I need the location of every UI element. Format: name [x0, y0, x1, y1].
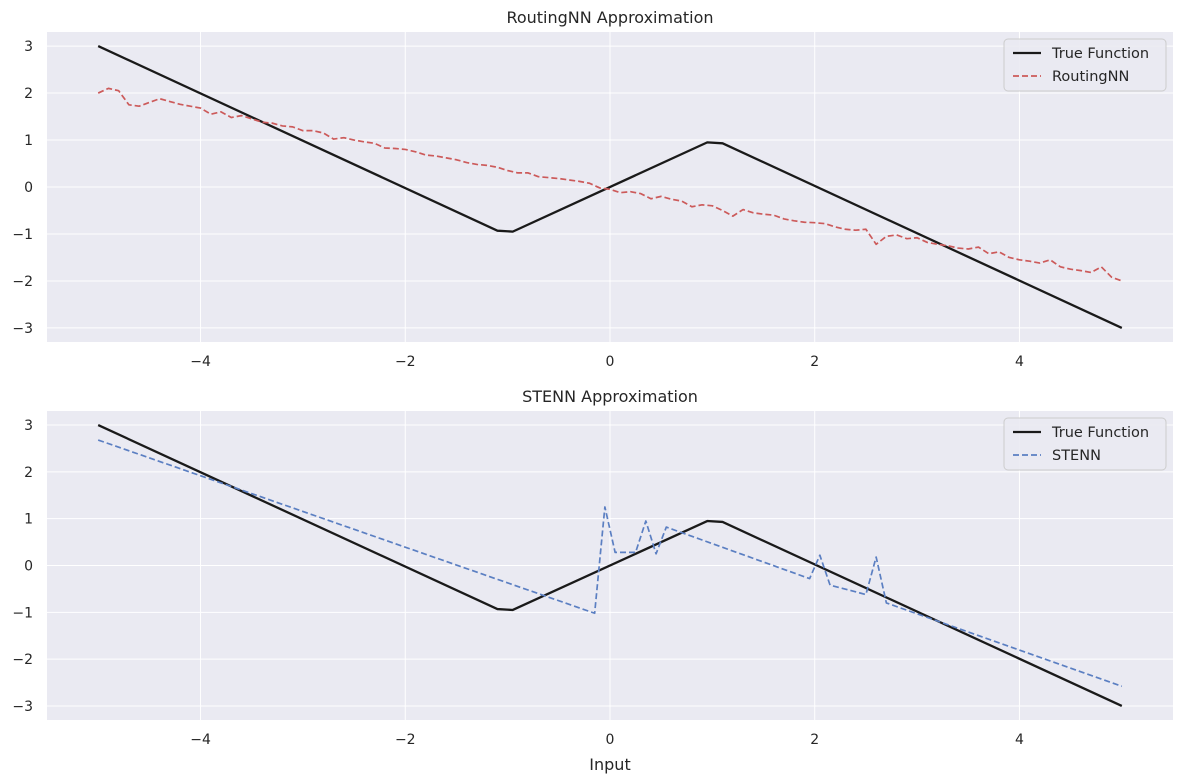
y-tick-label: 2: [24, 86, 33, 102]
series-line-true-function: [97, 424, 1123, 707]
legend-box: [1003, 417, 1167, 471]
legend-label: RoutingNN: [1052, 69, 1129, 85]
y-ticks: 3 2 1 0 −1 −2 −3: [12, 39, 33, 337]
legend-label: True Function: [1051, 46, 1149, 62]
x-tick-label: 2: [810, 354, 819, 370]
x-tick-label: 4: [1015, 354, 1024, 370]
y-tick-label: 2: [24, 465, 33, 481]
y-tick-label: 1: [24, 512, 33, 528]
series-line-true-function: [97, 45, 1123, 329]
gridlines: [47, 32, 1173, 342]
x-tick-label: 0: [606, 354, 615, 370]
y-tick-label: 3: [24, 39, 33, 55]
series-group: [97, 45, 1123, 329]
y-tick-label: 0: [24, 180, 33, 196]
y-tick-label: −1: [12, 227, 33, 243]
y-tick-label: 0: [24, 559, 33, 575]
y-tick-label: −1: [12, 605, 33, 621]
legend-box: [1003, 38, 1167, 92]
y-tick-label: −3: [12, 321, 33, 337]
legend: True Function RoutingNN: [1003, 38, 1167, 92]
x-tick-label: 0: [606, 732, 615, 748]
y-tick-label: −2: [12, 652, 33, 668]
x-tick-label: −2: [395, 732, 416, 748]
chart-title: RoutingNN Approximation: [506, 8, 713, 27]
y-tick-label: −2: [12, 274, 33, 290]
series-group: [97, 424, 1123, 707]
gridlines: [47, 411, 1173, 720]
x-tick-label: −4: [190, 354, 211, 370]
x-axis-label: Input: [589, 755, 630, 774]
legend-label: True Function: [1051, 425, 1149, 441]
x-tick-label: −4: [190, 732, 211, 748]
series-line-routingnn: [97, 87, 1123, 282]
y-tick-label: −3: [12, 699, 33, 715]
chart-title: STENN Approximation: [522, 387, 698, 406]
x-ticks: −4 −2 0 2 4: [190, 354, 1024, 370]
y-tick-label: 3: [24, 418, 33, 434]
series-line-stenn: [97, 439, 1123, 688]
subplot-stenn: STENN Approximation Input −4 −2 0 2 4 3 2 1 0 −1…: [12, 387, 1173, 774]
y-tick-label: 1: [24, 133, 33, 149]
subplot-routingnn: RoutingNN Approximation −4 −2 0 2 4 3 2 1 0 −1 −2…: [12, 8, 1173, 370]
x-ticks: −4 −2 0 2 4: [190, 732, 1024, 748]
y-ticks: 3 2 1 0 −1 −2 −3: [12, 418, 33, 715]
x-tick-label: 4: [1015, 732, 1024, 748]
x-tick-label: −2: [395, 354, 416, 370]
legend: True Function STENN: [1003, 417, 1167, 471]
x-tick-label: 2: [810, 732, 819, 748]
legend-label: STENN: [1052, 448, 1101, 464]
